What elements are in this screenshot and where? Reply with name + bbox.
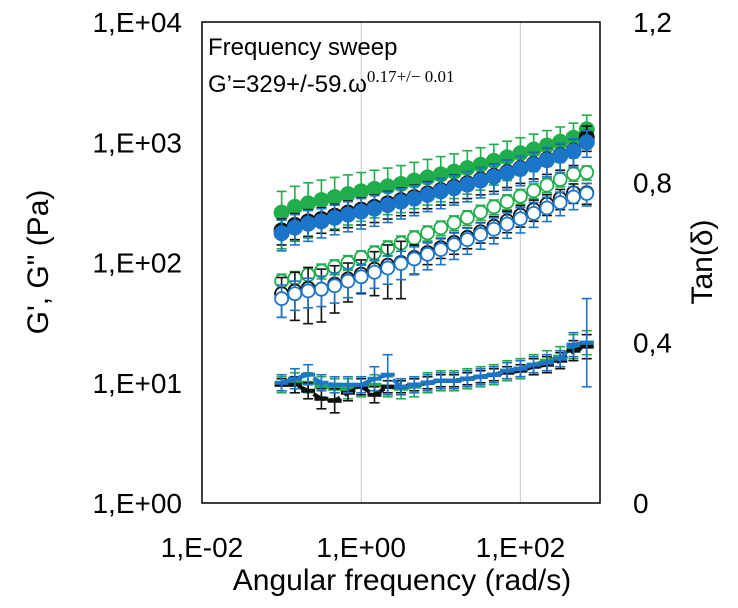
data-point <box>326 189 343 206</box>
data-point <box>473 227 488 242</box>
data-point <box>513 211 528 227</box>
data-point <box>538 152 555 169</box>
data-point <box>525 156 542 173</box>
y-left-tick-label: 1,E+00 <box>92 488 182 519</box>
data-point <box>273 225 290 242</box>
data-point <box>406 251 422 267</box>
data-point <box>579 186 595 201</box>
data-point <box>459 210 475 226</box>
data-point <box>566 189 581 205</box>
data-point <box>420 246 435 262</box>
data-point <box>446 180 463 197</box>
y-left-axis-label: G', G" (Pa) <box>22 190 55 335</box>
data-point <box>552 147 569 164</box>
series-blue-filled <box>273 129 595 252</box>
y-left-tick-label: 1,E+01 <box>92 368 182 399</box>
data-point <box>579 165 595 180</box>
data-point <box>392 193 409 210</box>
data-point <box>526 183 542 199</box>
data-point <box>565 143 582 160</box>
data-point <box>419 186 436 203</box>
data-point <box>287 286 303 302</box>
y-right-tick-label: 0,8 <box>633 167 672 198</box>
series-blue-dash <box>274 297 594 396</box>
data-point <box>513 188 528 204</box>
data-point <box>300 215 317 232</box>
x-tick-label: 1,E+00 <box>316 532 406 563</box>
data-point <box>539 177 555 193</box>
data-point <box>446 237 462 252</box>
annotation-line2: G’=329+/-59.ω0.17+/− 0.01 <box>208 67 455 98</box>
plot-frame <box>201 21 601 504</box>
data-point <box>499 164 516 181</box>
data-point <box>539 200 555 216</box>
data-point <box>286 219 303 236</box>
data-point <box>459 176 476 193</box>
y-right-tick-label: 0,4 <box>633 328 672 359</box>
data-point <box>499 216 515 232</box>
data-point <box>340 273 356 289</box>
data-point <box>367 264 382 280</box>
data-point <box>552 195 568 210</box>
annotation-line1: Frequency sweep <box>208 34 397 61</box>
data-point <box>380 260 396 276</box>
data-point <box>339 186 356 203</box>
data-point <box>499 194 515 210</box>
x-tick-label: 1,E+02 <box>476 532 566 563</box>
series-blue-open <box>274 182 595 319</box>
data-point <box>353 269 369 285</box>
data-point <box>486 221 502 237</box>
y-right-tick-label: 1,2 <box>633 7 672 38</box>
data-point <box>353 203 370 220</box>
data-point <box>473 204 488 220</box>
data-point <box>420 225 435 241</box>
data-point <box>578 134 595 151</box>
x-axis-label: Angular frequency (rad/s) <box>233 564 572 597</box>
data-point <box>339 206 356 223</box>
series-black-dash <box>274 333 594 414</box>
data-point <box>313 192 330 209</box>
data-point <box>273 204 290 221</box>
data-point <box>433 242 449 258</box>
data-point <box>327 278 343 294</box>
data-point <box>433 220 449 236</box>
data-point <box>286 198 303 215</box>
data-point <box>459 232 475 248</box>
y-left-tick-label: 1,E+03 <box>92 127 182 158</box>
annotation-line2-prefix: G’=329+/-59.ω <box>208 71 367 98</box>
data-point <box>432 183 449 200</box>
y-right-tick-label: 0 <box>633 488 649 519</box>
data-point <box>366 180 383 197</box>
data-point <box>566 166 581 182</box>
data-point <box>353 183 370 200</box>
data-point <box>313 213 330 230</box>
data-point <box>300 195 317 212</box>
y-right-axis-label: Tan(δ) <box>686 219 719 304</box>
data-point <box>512 160 529 177</box>
annotation-exponent: 0.17+/− 0.01 <box>367 67 455 86</box>
data-point <box>552 172 568 187</box>
data-point <box>393 256 409 271</box>
data-point <box>526 206 542 221</box>
data-point <box>326 209 343 226</box>
data-point <box>486 199 502 215</box>
data-layer <box>273 114 595 414</box>
data-point <box>485 168 502 185</box>
y-left-tick-label: 1,E+02 <box>92 248 182 279</box>
data-point <box>366 200 383 217</box>
data-point <box>406 190 423 207</box>
y-left-tick-label: 1,E+04 <box>92 7 182 38</box>
tan-delta-line <box>281 344 588 403</box>
data-point <box>300 283 316 299</box>
x-tick-label: 1,E-02 <box>161 532 244 563</box>
data-point <box>274 291 290 307</box>
data-point <box>446 215 462 231</box>
data-point <box>313 281 329 297</box>
data-point <box>406 230 422 246</box>
data-point <box>472 172 489 189</box>
tick-layer: 1,E-02 1,E+00 1,E+02 1,E+00 1,E+01 1,E+02 1,E+… <box>92 7 671 563</box>
data-point <box>379 197 396 214</box>
